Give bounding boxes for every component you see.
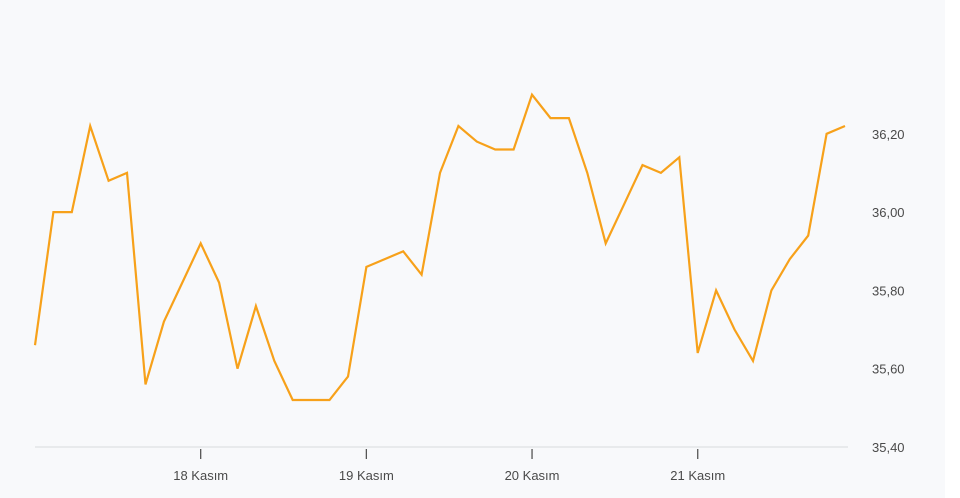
y-tick-label: 35,40 — [872, 440, 905, 455]
y-tick-label: 36,00 — [872, 205, 905, 220]
x-tick-label: 18 Kasım — [173, 468, 228, 483]
y-tick-label: 35,80 — [872, 283, 905, 298]
y-tick-label: 36,20 — [872, 127, 905, 142]
x-tick-label: 19 Kasım — [339, 468, 394, 483]
x-tick-label: 21 Kasım — [670, 468, 725, 483]
y-tick-label: 35,60 — [872, 362, 905, 377]
series-line — [33, 92, 846, 402]
x-tick-label: 20 Kasım — [505, 468, 560, 483]
